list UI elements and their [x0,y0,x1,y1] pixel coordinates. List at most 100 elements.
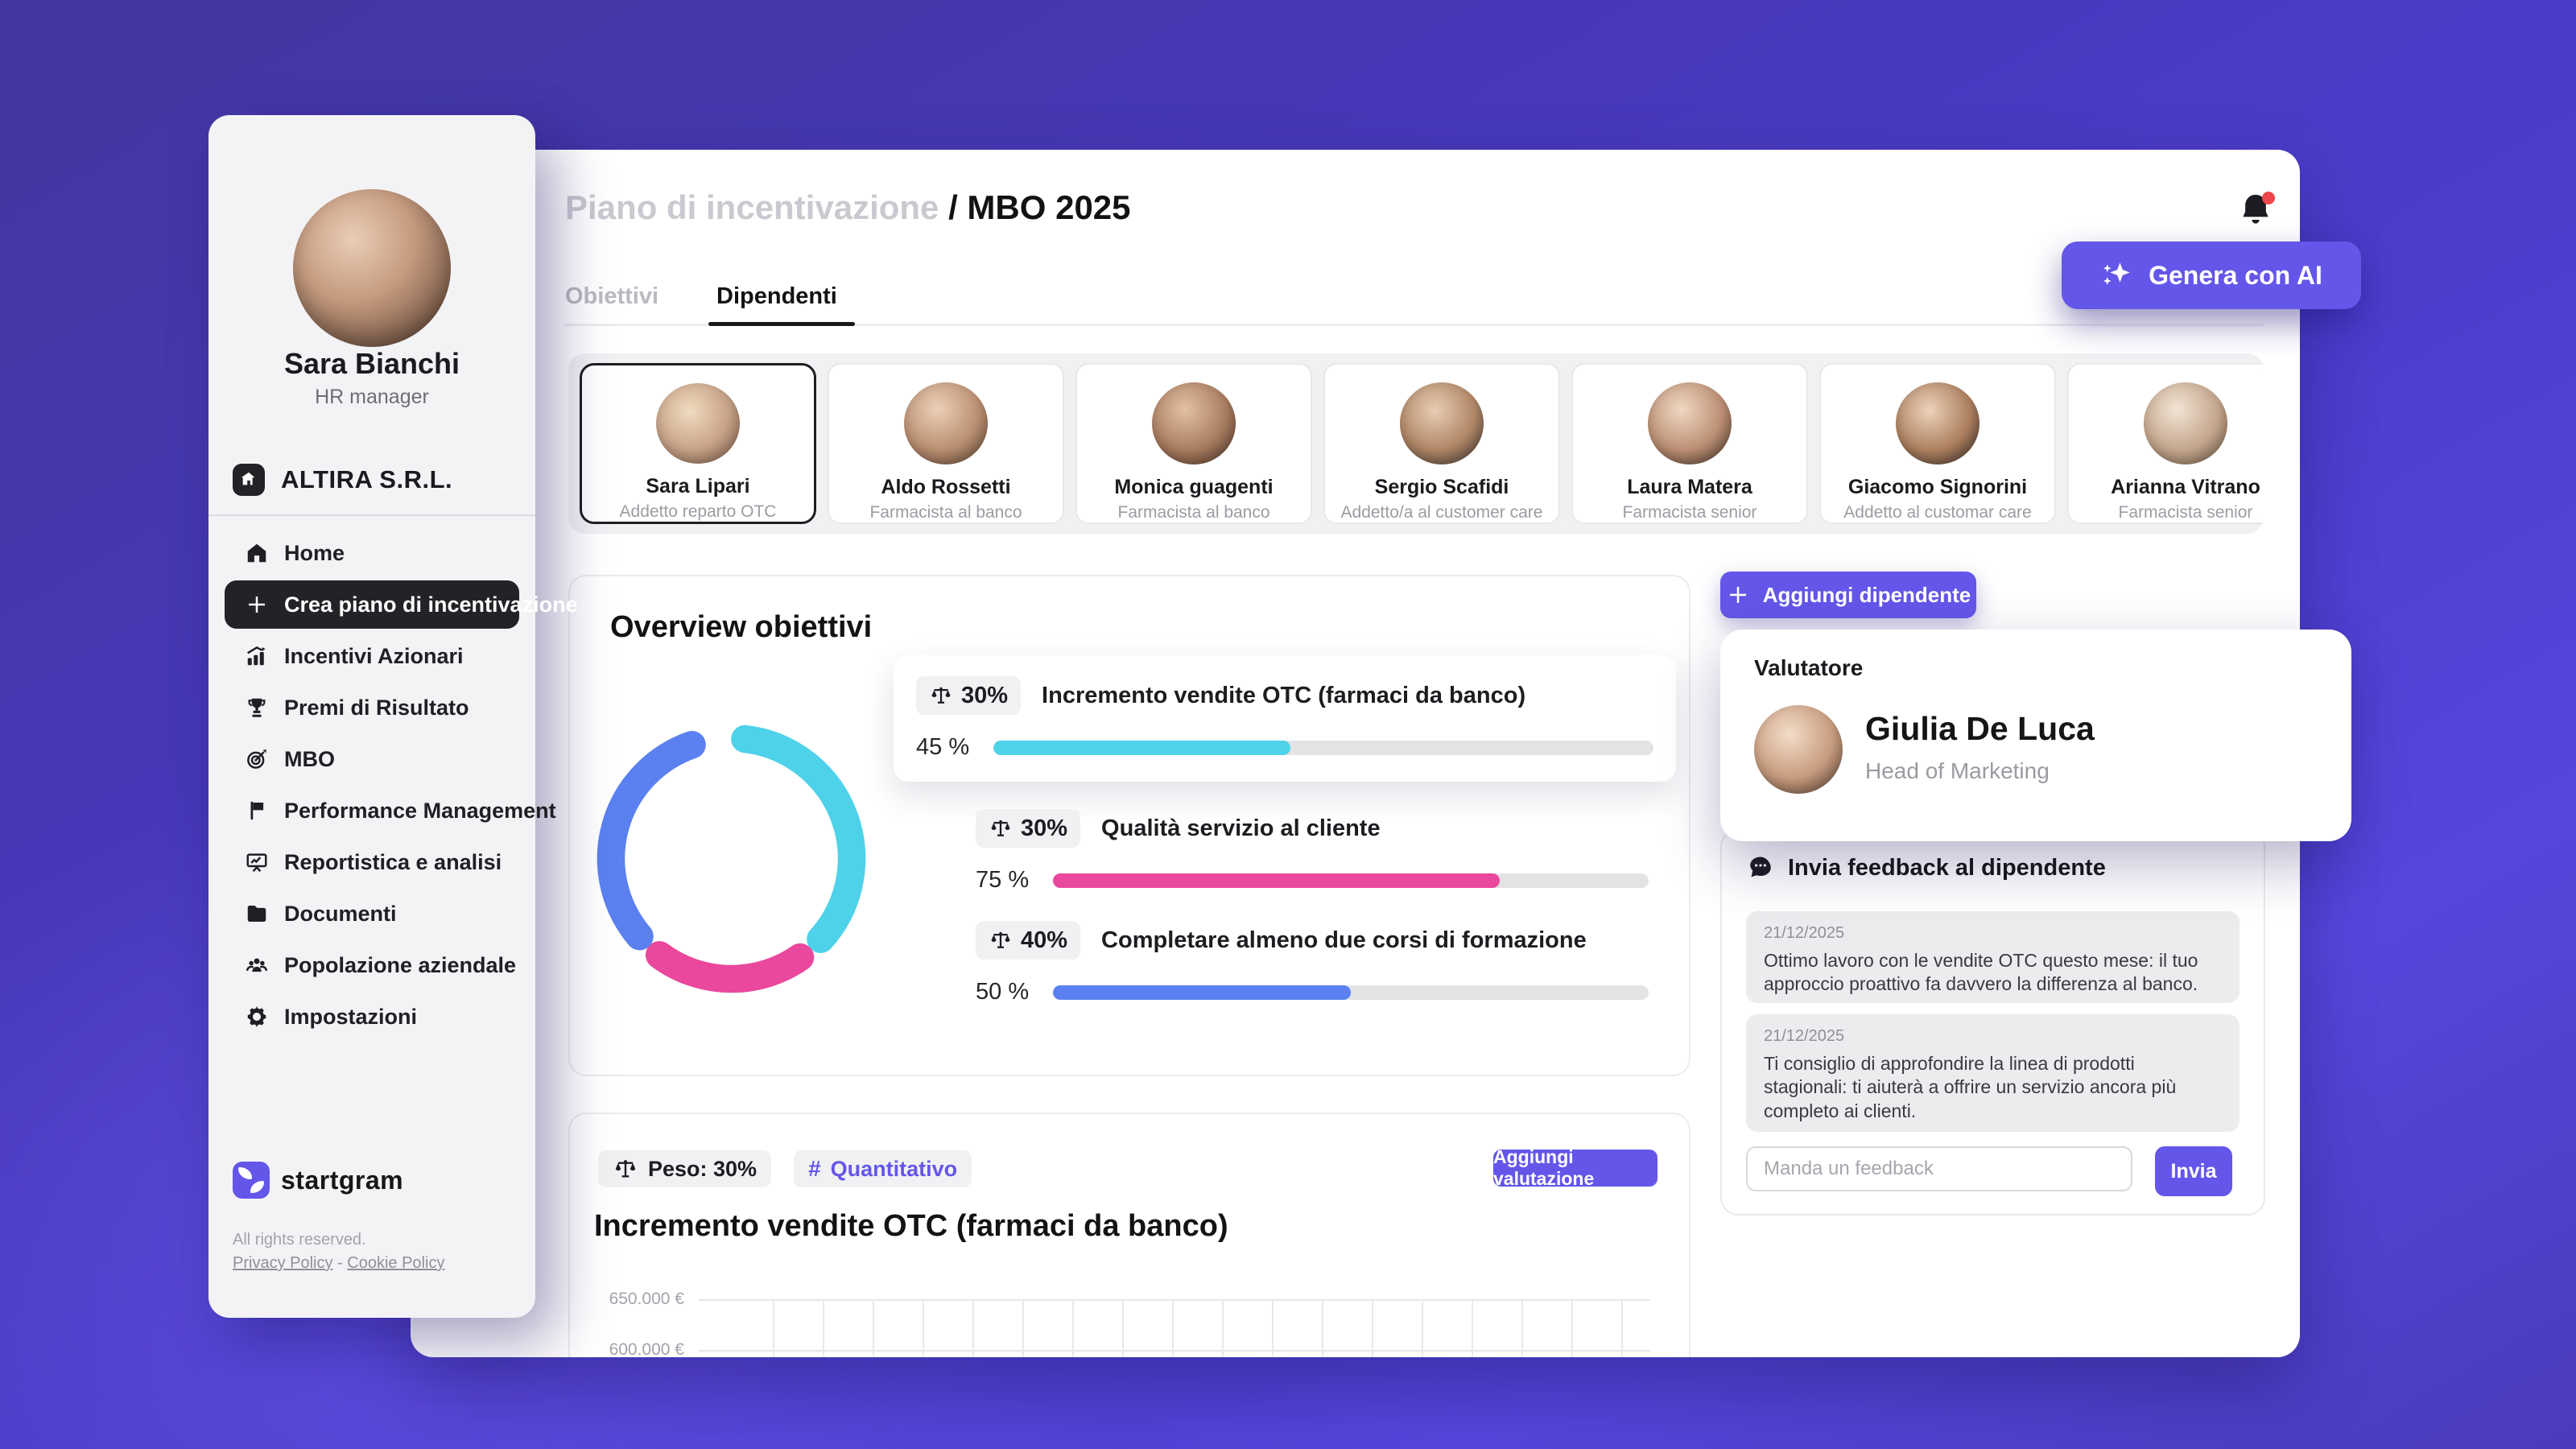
progress-bar [993,740,1653,755]
sidebar-item-home[interactable]: Home [225,527,519,579]
objective-label: Incremento vendite OTC (farmaci da banco… [1042,682,1526,708]
copyright-text: All rights reserved. [233,1231,366,1249]
notification-dot [2262,192,2275,204]
sidebar-item-performance[interactable]: Performance Management [225,785,556,836]
feedback-text: Ottimo lavoro con le vendite OTC questo … [1764,950,2198,995]
scale-icon [991,819,1010,836]
progress-percent: 75 % [976,867,1030,893]
progress-percent: 45 % [916,734,970,760]
main-panel: Piano di incentivazione / MBO 2025 Gener… [411,150,2361,1357]
objectives-donut [592,720,870,997]
donut-segment [597,730,706,951]
sparkles-icon [2103,262,2130,285]
trophy-icon [244,695,270,720]
overview-title: Overview obiettivi [610,610,873,644]
employee-avatar [1896,382,1979,464]
feedback-entry: 21/12/2025 Ti consiglio di approfondire … [1746,1014,2240,1132]
feedback-title: Invia feedback al dipendente [1788,854,2106,881]
company-logo-icon [233,464,265,496]
sidebar-item-premi-risultato[interactable]: Premi di Risultato [225,682,519,733]
y-axis-tick: 650.000 € [609,1290,684,1308]
employee-card-sergio-scafidi[interactable]: Sergio Scafidi Addetto/a al customer car… [1323,363,1560,524]
tab-dipendenti[interactable]: Dipendenti [716,283,837,309]
evaluator-role: Head of Marketing [1865,758,2050,783]
employee-selector-strip: Sara Lipari Addetto reparto OTC Aldo Ros… [568,353,2264,534]
people-icon [244,952,270,978]
scale-icon [931,687,951,704]
evaluator-card: Valutatore Giulia De Luca Head of Market… [1720,630,2351,841]
feedback-date: 21/12/2025 [1764,1027,1845,1045]
add-employee-button[interactable]: Aggiungi dipendente [1720,572,1976,618]
sidebar-item-documenti[interactable]: Documenti [225,888,519,939]
brand-name: startgram [281,1165,404,1195]
employee-card-aldo-rossetti[interactable]: Aldo Rossetti Farmacista al banco [828,363,1064,524]
add-rating-button[interactable]: Aggiungi valutazione [1493,1146,1657,1189]
sidebar-item-impostazioni[interactable]: Impostazioni [225,991,519,1042]
weight-badge: 30% [916,676,1022,715]
progress-fill [1053,873,1500,888]
tab-separator [565,324,2264,326]
employee-avatar [1648,382,1732,464]
hash-icon: # [808,1156,821,1181]
objective-detail-title: Incremento vendite OTC (farmaci da banco… [594,1209,1228,1243]
progress-bar [1053,873,1649,888]
feedback-input[interactable] [1746,1146,2132,1191]
sidebar-item-incentivi-azionari[interactable]: Incentivi Azionari [225,630,519,682]
scale-icon [991,931,1010,948]
bell-icon [2243,194,2268,224]
objective-row[interactable]: 30% Qualità servizio al cliente 75 % [894,809,1676,894]
employee-avatar [1400,382,1484,464]
donut-segment [731,724,866,953]
employee-card-giacomo-signorini[interactable]: Giacomo Signorini Addetto al customar ca… [1819,363,2056,524]
employee-card-monica-guagenti[interactable]: Monica guagenti Farmacista al banco [1075,363,1312,524]
y-axis-tick: 600.000 € [609,1340,684,1357]
company-selector[interactable]: ALTIRA S.R.L. [233,456,511,503]
tab-obiettivi[interactable]: Obiettivi [565,283,659,309]
sidebar-item-popolazione[interactable]: Popolazione aziendale [225,939,519,991]
employee-avatar [904,382,988,464]
link-separator: - [337,1254,343,1272]
breadcrumb-parent[interactable]: Piano di incentivazione [565,188,939,226]
objective-label: Completare almeno due corsi di formazion… [1101,927,1587,953]
sidebar-item-crea-piano[interactable]: Crea piano di incentivazione [225,580,578,629]
objective-row[interactable]: 40% Completare almeno due corsi di forma… [894,921,1676,1005]
weight-badge: 30% [976,809,1081,848]
notifications-bell-button[interactable] [2238,192,2277,233]
profile-role: HR manager [315,386,429,408]
objective-detail-card: Peso: 30% # Quantitativo Aggiungi valuta… [568,1113,1690,1357]
employee-card-arianna-vitrano[interactable]: Arianna Vitrano Farmacista senior [2067,363,2264,524]
employee-card-sara-lipari[interactable]: Sara Lipari Addetto reparto OTC [580,363,816,524]
send-feedback-button[interactable]: Invia [2155,1146,2232,1196]
donut-segment [645,941,815,993]
progress-fill [993,740,1290,755]
breadcrumb-current: / MBO 2025 [939,188,1131,226]
feedback-text: Ti consiglio di approfondire la linea di… [1764,1053,2177,1121]
type-badge: # Quantitativo [794,1150,972,1187]
plus-icon [1729,587,1746,603]
folder-icon [244,901,270,927]
flag-icon [244,798,270,824]
cookie-policy-link[interactable]: Cookie Policy [347,1254,445,1272]
chat-bubble-icon [1750,857,1771,877]
objective-row-selected[interactable]: 30% Incremento vendite OTC (farmaci da b… [894,655,1676,782]
breadcrumb: Piano di incentivazione / MBO 2025 [565,188,1131,227]
employee-avatar [656,383,740,464]
progress-bar [1053,985,1649,1000]
feedback-card: Invia feedback al dipendente 21/12/2025 … [1720,829,2265,1216]
privacy-policy-link[interactable]: Privacy Policy [233,1254,333,1272]
brand-logo: startgram [233,1162,511,1199]
generate-with-ai-button[interactable]: Genera con AI [2062,242,2361,309]
sidebar-footer: startgram All rights reserved. Privacy P… [233,1162,511,1273]
profile-name: Sara Bianchi [283,347,460,380]
employee-avatar [2144,382,2227,464]
sidebar-divider [208,514,535,516]
progress-percent: 50 % [976,979,1030,1005]
objectives-overview-card: Overview obiettivi 30% Incremento vendit… [568,575,1690,1076]
employee-card-laura-matera[interactable]: Laura Matera Farmacista senior [1571,363,1808,524]
sidebar-item-reportistica[interactable]: Reportistica e analisi [225,836,519,888]
sidebar-item-mbo[interactable]: MBO [225,733,519,785]
weight-badge: Peso: 30% [598,1150,772,1187]
startgram-logo-icon [233,1162,270,1199]
objectives-list: 30% Incremento vendite OTC (farmaci da b… [894,655,1676,1005]
feedback-date: 21/12/2025 [1764,924,1845,942]
